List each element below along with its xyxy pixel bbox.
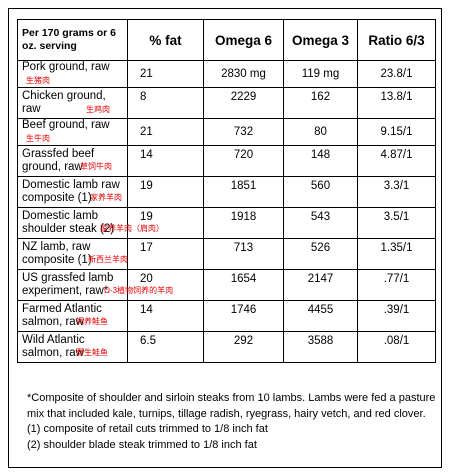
food-name-cell: Farmed Atlantic salmon, raw 饲养鲑鱼 — [17, 300, 128, 332]
table-row: Domestic lamb shoulder steak (2) 家养羊肉（肩肉… — [17, 207, 436, 239]
food-name: Domestic lamb raw composite (1) — [22, 179, 120, 204]
omega3-cell: 543 — [283, 207, 358, 239]
ratio-cell: .77/1 — [357, 269, 436, 301]
document-frame: Per 170 grams or 6 oz. serving % fat Ome… — [8, 8, 442, 468]
food-name-cell: US grassfed lamb experiment, raw* Ω-3植物饲… — [17, 269, 173, 301]
column-header-omega3: Omega 3 — [283, 19, 358, 61]
omega3-cell: 148 — [283, 145, 358, 177]
table-row: NZ lamb, raw composite (1) 新西兰羊肉 17 713 … — [17, 238, 436, 270]
fat-cell: 20 — [127, 269, 204, 301]
food-name: Domestic lamb shoulder steak (2) — [22, 210, 115, 235]
table-row: Pork ground, raw 生猪肉 21 2830 mg 119 mg 23… — [17, 60, 436, 88]
fat-cell: 8 — [127, 87, 204, 119]
chinese-annotation: 生猪肉 — [26, 76, 50, 85]
omega3-cell: 3588 — [283, 331, 358, 363]
omega6-cell: 292 — [203, 331, 284, 363]
ratio-cell: 1.35/1 — [357, 238, 436, 270]
food-name-cell: Grassfed beef ground, raw 草饲牛肉 — [17, 145, 128, 177]
fat-cell: 21 — [127, 118, 204, 146]
table-row: Grassfed beef ground, raw 草饲牛肉 14 720 14… — [17, 145, 436, 177]
food-name-cell: Beef ground, raw 生牛肉 — [17, 118, 128, 146]
table-row: Domestic lamb raw composite (1) 家养羊肉 19 … — [17, 176, 436, 208]
ratio-cell: 3.5/1 — [357, 207, 436, 239]
ratio-cell: 13.8/1 — [357, 87, 436, 119]
ratio-cell: .08/1 — [357, 331, 436, 363]
omega6-cell: 1918 — [203, 207, 284, 239]
food-name-cell: Domestic lamb shoulder steak (2) 家养羊肉（肩肉… — [17, 207, 164, 239]
food-name: Chicken ground, raw — [22, 90, 106, 115]
food-name-cell: Wild Atlantic salmon, raw 野生鲑鱼 — [17, 331, 128, 363]
food-name: Beef ground, raw — [22, 119, 110, 131]
fat-cell: 14 — [127, 145, 204, 177]
table-row: US grassfed lamb experiment, raw* Ω-3植物饲… — [17, 269, 436, 301]
food-name: Wild Atlantic salmon, raw — [22, 334, 85, 359]
omega6-cell: 1654 — [203, 269, 284, 301]
table-row: Chicken ground, raw 生鸡肉 8 2229 162 13.8/… — [17, 87, 436, 119]
omega3-cell: 162 — [283, 87, 358, 119]
chinese-annotation: 草饲牛肉 — [80, 162, 112, 171]
fat-cell: 19 — [127, 176, 204, 208]
fat-cell: 21 — [127, 60, 204, 88]
omega3-cell: 526 — [283, 238, 358, 270]
table-row: Farmed Atlantic salmon, raw 饲养鲑鱼 14 1746… — [17, 300, 436, 332]
column-header-fat: % fat — [127, 19, 204, 61]
footnotes: *Composite of shoulder and sirloin steak… — [27, 391, 437, 453]
omega6-cell: 1746 — [203, 300, 284, 332]
food-name-cell: Domestic lamb raw composite (1) 家养羊肉 — [17, 176, 128, 208]
column-header-serving: Per 170 grams or 6 oz. serving — [17, 19, 128, 61]
table-row: Beef ground, raw 生牛肉 21 732 80 9.15/1 — [17, 118, 436, 146]
omega3-cell: 2147 — [283, 269, 358, 301]
fat-cell: 19 — [127, 207, 204, 239]
ratio-cell: 23.8/1 — [357, 60, 436, 88]
footnote-asterisk: *Composite of shoulder and sirloin steak… — [27, 392, 436, 420]
omega3-cell: 119 mg — [283, 60, 358, 88]
food-name: US grassfed lamb experiment, raw* — [22, 272, 114, 297]
chinese-annotation: 家养羊肉 — [90, 193, 122, 202]
food-name-cell: Pork ground, raw 生猪肉 — [17, 60, 128, 88]
omega6-cell: 2229 — [203, 87, 284, 119]
omega3-cell: 560 — [283, 176, 358, 208]
table-row: Wild Atlantic salmon, raw 野生鲑鱼 6.5 292 3… — [17, 331, 436, 363]
footnote-1: (1) composite of retail cuts trimmed to … — [27, 423, 268, 435]
ratio-cell: 4.87/1 — [357, 145, 436, 177]
footnote-2: (2) shoulder blade steak trimmed to 1/8 … — [27, 438, 257, 451]
omega6-cell: 732 — [203, 118, 284, 146]
chinese-annotation: 新西兰羊肉 — [88, 255, 128, 264]
food-name: NZ lamb, raw composite (1) — [22, 241, 92, 266]
omega6-cell: 2830 mg — [203, 60, 284, 88]
omega6-cell: 720 — [203, 145, 284, 177]
nutrition-table: Per 170 grams or 6 oz. serving % fat Ome… — [17, 19, 436, 363]
header-row: Per 170 grams or 6 oz. serving % fat Ome… — [17, 19, 436, 61]
column-header-ratio: Ratio 6/3 — [357, 19, 436, 61]
omega6-cell: 1851 — [203, 176, 284, 208]
omega3-cell: 4455 — [283, 300, 358, 332]
ratio-cell: .39/1 — [357, 300, 436, 332]
food-name-cell: Chicken ground, raw 生鸡肉 — [17, 87, 128, 119]
chinese-annotation: 野生鲑鱼 — [76, 348, 108, 357]
chinese-annotation: 生牛肉 — [26, 134, 50, 143]
fat-cell: 14 — [127, 300, 204, 332]
omega6-cell: 713 — [203, 238, 284, 270]
food-name: Farmed Atlantic salmon, raw — [22, 303, 102, 328]
chinese-annotation: 生鸡肉 — [86, 105, 110, 114]
food-name: Pork ground, raw — [22, 61, 110, 73]
ratio-cell: 3.3/1 — [357, 176, 436, 208]
column-header-omega6: Omega 6 — [203, 19, 284, 61]
food-name-cell: NZ lamb, raw composite (1) 新西兰羊肉 — [17, 238, 128, 270]
omega3-cell: 80 — [283, 118, 358, 146]
fat-cell: 17 — [127, 238, 204, 270]
fat-cell: 6.5 — [127, 331, 204, 363]
chinese-annotation: 饲养鲑鱼 — [76, 317, 108, 326]
food-name: Grassfed beef ground, raw — [22, 148, 95, 173]
ratio-cell: 9.15/1 — [357, 118, 436, 146]
